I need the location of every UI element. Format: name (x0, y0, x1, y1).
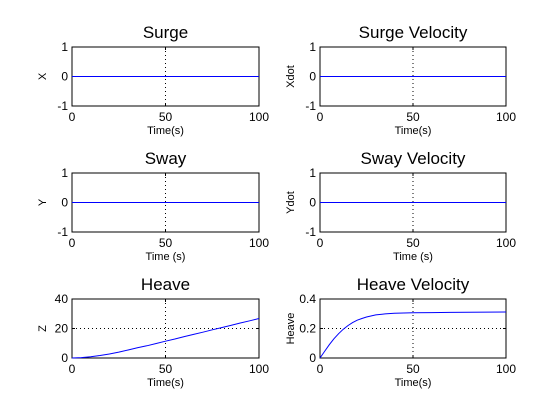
y-tick-label: 40 (55, 292, 69, 306)
y-axis-label: Xdot (285, 65, 297, 88)
x-tick-label: 0 (69, 362, 76, 376)
x-tick-label: 0 (317, 362, 324, 376)
y-tick-label: 1 (61, 166, 68, 180)
plot-frame (71, 298, 260, 359)
y-axis-label: Z (37, 325, 49, 332)
x-tick-label: 50 (159, 362, 173, 376)
y-axis-label: X (37, 72, 49, 80)
y-tick-label: 0.2 (299, 322, 316, 336)
chart-title: Surge (143, 23, 188, 42)
subplot-6: 0 50 100 0 0.2 0.4 Heave Velocity Time(s) Heave (285, 275, 516, 389)
x-tick-label: 100 (496, 362, 516, 376)
x-tick-label: 0 (69, 110, 76, 124)
x-tick-label: 50 (406, 110, 420, 124)
y-tick-label: -1 (57, 99, 68, 113)
y-tick-label: 20 (55, 322, 69, 336)
y-tick-label: 1 (309, 40, 316, 54)
chart-title: Sway Velocity (361, 149, 466, 168)
x-tick-label: 50 (406, 236, 420, 250)
y-tick-label: 1 (61, 40, 68, 54)
x-tick-label: 50 (406, 362, 420, 376)
y-axis-label: Y (37, 198, 49, 206)
chart-title: Surge Velocity (359, 23, 468, 42)
x-tick-label: 100 (496, 110, 516, 124)
subplot-5: 0 50 100 0 20 40 Heave Time(s) Z (37, 275, 269, 389)
series-line (319, 311, 507, 359)
x-tick-label: 100 (249, 362, 269, 376)
x-axis-label: Time (s) (146, 251, 186, 263)
chart-title: Heave (141, 275, 190, 294)
y-tick-label: 0 (61, 351, 68, 365)
x-tick-label: 100 (496, 236, 516, 250)
x-axis-label: Time (s) (393, 251, 433, 263)
x-axis-label: Time(s) (395, 125, 432, 137)
x-tick-label: 100 (249, 236, 269, 250)
y-tick-label: 0 (309, 70, 316, 84)
y-tick-label: -1 (305, 99, 316, 113)
chart-title: Sway (145, 149, 187, 168)
x-tick-label: 0 (317, 236, 324, 250)
x-axis-label: Time(s) (395, 377, 432, 389)
x-tick-label: 50 (159, 110, 173, 124)
x-axis-label: Time(s) (147, 377, 184, 389)
y-tick-label: 0 (61, 70, 68, 84)
x-tick-label: 0 (317, 110, 324, 124)
series-line (71, 318, 260, 359)
y-tick-label: 0 (61, 196, 68, 210)
y-axis-label: Heave (285, 313, 297, 345)
x-tick-label: 50 (159, 236, 173, 250)
y-tick-label: 0.4 (299, 292, 316, 306)
x-tick-label: 0 (69, 236, 76, 250)
y-tick-label: -1 (57, 225, 68, 239)
y-tick-label: 0 (309, 196, 316, 210)
y-axis-label: Ydot (285, 191, 297, 214)
chart-title: Heave Velocity (357, 275, 470, 294)
y-tick-label: 1 (309, 166, 316, 180)
x-tick-label: 100 (249, 110, 269, 124)
y-tick-label: -1 (305, 225, 316, 239)
y-tick-label: 0 (309, 351, 316, 365)
x-axis-label: Time(s) (147, 125, 184, 137)
